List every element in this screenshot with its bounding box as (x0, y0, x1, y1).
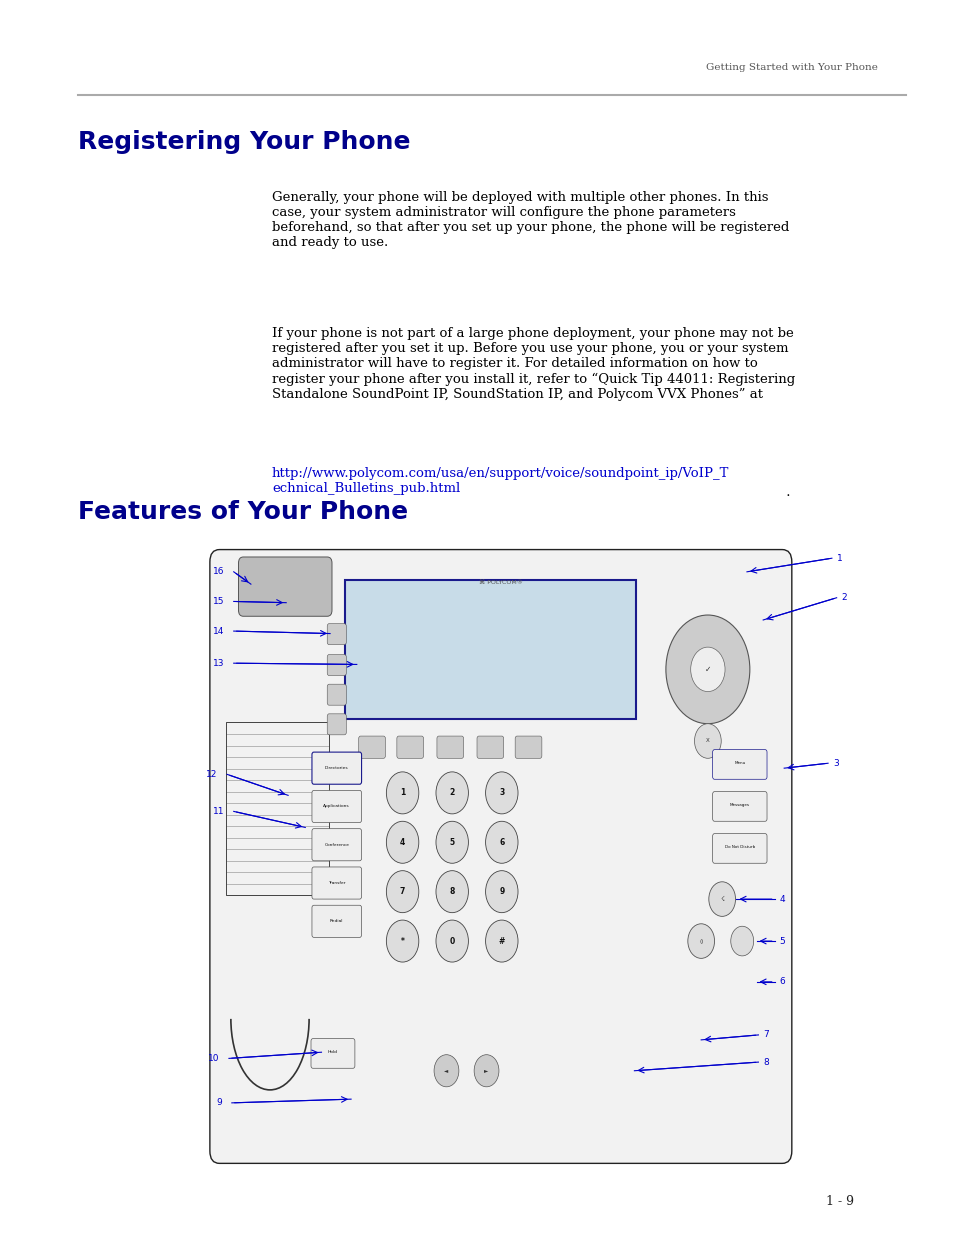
FancyBboxPatch shape (436, 736, 463, 758)
FancyBboxPatch shape (712, 750, 766, 779)
Text: Do Not Disturb: Do Not Disturb (724, 845, 754, 850)
Text: 5: 5 (449, 837, 455, 847)
Text: Menu: Menu (734, 761, 744, 766)
Text: 3: 3 (832, 758, 838, 768)
Text: ⌘ POLYCOM®: ⌘ POLYCOM® (478, 580, 522, 585)
Text: 2: 2 (841, 593, 846, 603)
Text: 8: 8 (449, 887, 455, 897)
Text: 2: 2 (449, 788, 455, 798)
FancyBboxPatch shape (311, 1039, 355, 1068)
Text: 10: 10 (208, 1053, 219, 1063)
FancyBboxPatch shape (312, 829, 361, 861)
Text: 13: 13 (213, 658, 224, 668)
FancyBboxPatch shape (515, 736, 541, 758)
Circle shape (665, 615, 749, 724)
Text: 9: 9 (216, 1098, 222, 1108)
Text: 15: 15 (213, 597, 224, 606)
FancyBboxPatch shape (327, 684, 346, 705)
FancyBboxPatch shape (327, 655, 346, 676)
Text: Directories: Directories (325, 766, 348, 771)
Circle shape (690, 647, 724, 692)
Text: ☇: ☇ (720, 897, 723, 902)
FancyBboxPatch shape (210, 550, 791, 1163)
Circle shape (485, 772, 517, 814)
Text: 4: 4 (399, 837, 405, 847)
Circle shape (687, 924, 714, 958)
Text: #: # (498, 936, 504, 946)
Circle shape (436, 821, 468, 863)
Circle shape (436, 920, 468, 962)
FancyBboxPatch shape (312, 790, 361, 823)
Text: 4: 4 (779, 894, 784, 904)
Text: 3: 3 (498, 788, 504, 798)
Text: ✓: ✓ (704, 664, 710, 674)
Circle shape (386, 871, 418, 913)
Text: Registering Your Phone: Registering Your Phone (78, 130, 411, 153)
Circle shape (474, 1055, 498, 1087)
Text: 6: 6 (779, 977, 784, 987)
Text: 1: 1 (836, 553, 841, 563)
FancyBboxPatch shape (312, 905, 361, 937)
FancyBboxPatch shape (358, 736, 385, 758)
Circle shape (434, 1055, 458, 1087)
Circle shape (386, 821, 418, 863)
Text: Generally, your phone will be deployed with multiple other phones. In this
case,: Generally, your phone will be deployed w… (272, 191, 788, 249)
FancyBboxPatch shape (712, 834, 766, 863)
Circle shape (730, 926, 753, 956)
FancyBboxPatch shape (327, 624, 346, 645)
Text: 16: 16 (213, 567, 224, 577)
Bar (345, 580, 636, 719)
Text: Conference: Conference (324, 842, 349, 847)
FancyBboxPatch shape (327, 714, 346, 735)
Circle shape (436, 871, 468, 913)
Text: ►: ► (484, 1068, 488, 1073)
Text: Redial: Redial (330, 919, 343, 924)
Bar (226, 722, 329, 895)
FancyBboxPatch shape (476, 736, 503, 758)
Text: 7: 7 (762, 1030, 768, 1040)
Text: 0: 0 (449, 936, 455, 946)
Text: 11: 11 (213, 806, 224, 816)
Circle shape (485, 821, 517, 863)
FancyBboxPatch shape (312, 867, 361, 899)
Text: .: . (781, 485, 790, 499)
Text: (): () (699, 939, 702, 944)
FancyBboxPatch shape (396, 736, 423, 758)
Text: Transfer: Transfer (328, 881, 345, 885)
FancyBboxPatch shape (712, 792, 766, 821)
FancyBboxPatch shape (238, 557, 332, 616)
Text: 5: 5 (779, 936, 784, 946)
Circle shape (485, 920, 517, 962)
Text: 8: 8 (762, 1057, 768, 1067)
Text: ◄: ◄ (444, 1068, 448, 1073)
Circle shape (485, 871, 517, 913)
Text: 1: 1 (399, 788, 405, 798)
Text: Applications: Applications (323, 804, 350, 809)
Text: 14: 14 (213, 626, 224, 636)
Text: If your phone is not part of a large phone deployment, your phone may not be
reg: If your phone is not part of a large pho… (272, 327, 794, 400)
Text: http://www.polycom.com/usa/en/support/voice/soundpoint_ip/VoIP_T
echnical_Bullet: http://www.polycom.com/usa/en/support/vo… (272, 467, 728, 495)
Text: 1 - 9: 1 - 9 (824, 1194, 853, 1208)
Text: *: * (400, 936, 404, 946)
Text: X: X (705, 739, 709, 743)
Circle shape (386, 920, 418, 962)
Text: 9: 9 (498, 887, 504, 897)
FancyBboxPatch shape (312, 752, 361, 784)
Text: Features of Your Phone: Features of Your Phone (78, 500, 408, 524)
Text: 7: 7 (399, 887, 405, 897)
Text: Getting Started with Your Phone: Getting Started with Your Phone (705, 63, 877, 72)
Circle shape (386, 772, 418, 814)
Text: 6: 6 (498, 837, 504, 847)
Circle shape (708, 882, 735, 916)
Text: 12: 12 (206, 769, 217, 779)
Circle shape (436, 772, 468, 814)
Text: Hold: Hold (328, 1050, 337, 1055)
Text: Messages: Messages (729, 803, 749, 808)
Circle shape (694, 724, 720, 758)
